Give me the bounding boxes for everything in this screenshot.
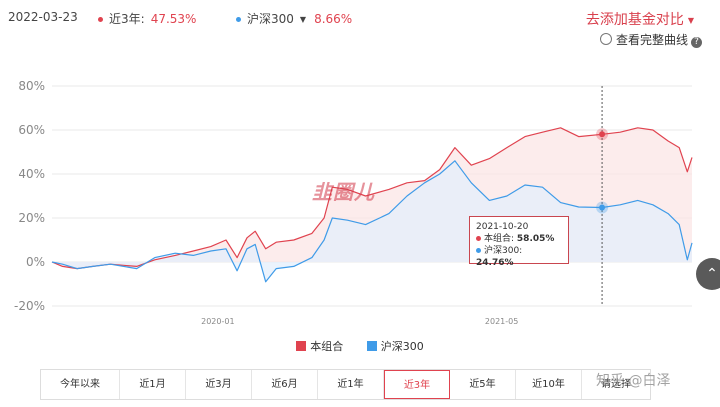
y-tick-label: 80%	[18, 79, 45, 93]
y-tick-label: 20%	[18, 211, 45, 225]
watermark: 韭圈儿	[312, 180, 375, 204]
chevron-down-icon: ▼	[687, 15, 694, 25]
tab-5y[interactable]: 近5年	[450, 370, 516, 399]
site-watermark: 知乎 @白泽	[596, 373, 671, 389]
series-line	[51, 127, 693, 270]
tooltip-row-b: 沪深300: 24.76%	[476, 245, 562, 269]
tab-3m[interactable]: 近3月	[186, 370, 252, 399]
full-curve-label: 查看完整曲线	[615, 33, 688, 47]
tooltip-row-a: 本组合: 58.05%	[476, 233, 562, 245]
scroll-top-button[interactable]: ⌃	[696, 258, 720, 290]
y-tick-label: 0%	[26, 255, 45, 269]
legend-item-a[interactable]: 本组合	[296, 338, 343, 354]
tab-6m[interactable]: 近6月	[252, 370, 318, 399]
x-tick-label: 2021-05	[485, 317, 518, 326]
series-a-value: 47.53%	[150, 12, 197, 26]
tooltip-dot-a	[476, 236, 481, 241]
legend-swatch-b	[366, 341, 377, 351]
series-b-dot	[236, 17, 241, 22]
time-range-tabs: 今年以来 近1月 近3月 近6月 近1年 近3年 近5年 近10年 请选择	[40, 369, 651, 400]
tooltip-b-label: 沪深300:	[484, 246, 523, 256]
legend-label-b: 沪深300	[380, 340, 424, 353]
series-b-summary[interactable]: 沪深300 ▼ 8.66%	[236, 10, 352, 27]
legend-item-b[interactable]: 沪深300	[366, 338, 424, 354]
add-fund-compare-label: 去添加基金对比	[585, 12, 684, 28]
tooltip-b-value: 24.76%	[476, 258, 514, 268]
series-b-value: 8.66%	[314, 12, 353, 26]
series-a-label: 近3年:	[109, 12, 145, 26]
series-line	[51, 160, 693, 283]
series-b-label: 沪深300	[247, 12, 294, 26]
legend-label-a: 本组合	[310, 340, 344, 353]
chart-legend: 本组合 沪深300	[0, 338, 720, 354]
add-fund-compare-button[interactable]: 去添加基金对比 ▼	[586, 9, 702, 29]
current-date: 2022-03-23	[8, 10, 78, 24]
y-tick-label: 40%	[18, 167, 45, 181]
y-tick-label: -20%	[14, 299, 45, 313]
radio-icon[interactable]	[599, 33, 612, 45]
legend-swatch-a	[296, 341, 307, 351]
chart-tooltip: 2021-10-20 本组合: 58.05% 沪深300: 24.76%	[469, 216, 569, 268]
full-curve-toggle[interactable]: 查看完整曲线?	[599, 31, 702, 48]
tab-1m[interactable]: 近1月	[120, 370, 186, 399]
x-tick-label: 2020-01	[201, 317, 234, 326]
tab-3y[interactable]: 近3年	[384, 370, 450, 399]
tooltip-a-value: 58.05%	[516, 234, 555, 244]
series-a-summary: 近3年: 47.53%	[98, 10, 196, 27]
tab-custom[interactable]: 请选择	[601, 379, 631, 390]
tooltip-date: 2021-10-20	[476, 222, 529, 232]
chart-header: 2022-03-23 近3年: 47.53% 沪深300 ▼ 8.66% 去添加基金对…	[0, 0, 720, 48]
highlight-point	[599, 131, 606, 138]
help-icon[interactable]: ?	[691, 37, 702, 48]
tab-1y[interactable]: 近1年	[318, 370, 384, 399]
tab-ytd[interactable]: 今年以来	[41, 370, 120, 399]
chevron-down-icon[interactable]: ▼	[299, 15, 307, 24]
highlight-point	[599, 204, 606, 211]
y-tick-label: 60%	[18, 123, 45, 137]
tab-10y[interactable]: 近10年	[516, 370, 582, 399]
tooltip-dot-b	[476, 248, 481, 253]
series-a-dot	[98, 17, 103, 22]
chevron-up-icon: ⌃	[706, 266, 718, 282]
tooltip-a-label: 本组合:	[484, 234, 515, 244]
